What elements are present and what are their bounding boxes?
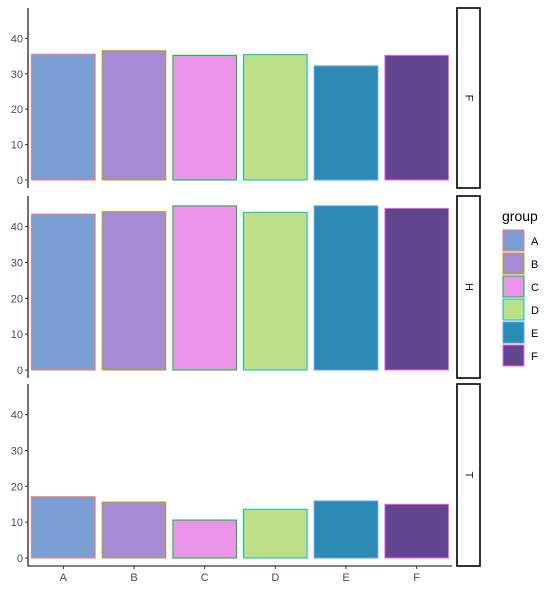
facet-strip-box [456,195,481,379]
facet-strip-box [456,383,481,567]
legend-key-b [502,252,525,275]
facet-strip-label: H [463,283,475,291]
bar-f-c [172,54,237,181]
bar-f-d [243,54,308,181]
legend-key-e [502,321,525,344]
y-tick-label: 10 [11,329,23,341]
bar-f-e [313,65,379,181]
facet-panel-t: 0 10 20 30 40 T [11,383,481,567]
legend-key-c [502,275,525,298]
bar-t-a [31,496,96,559]
legend-label-c: C [531,282,539,294]
bar-t-c [172,519,237,559]
legend-label-e: E [531,328,538,340]
bar-t-e [313,500,379,559]
bar-h-f [384,207,449,371]
y-tick-label: 10 [11,140,23,152]
legend-label-d: D [531,305,539,317]
legend-key-d [502,298,525,321]
y-tick-label: 30 [11,69,23,81]
facet-strip-box [456,7,481,189]
x-tick-label: B [130,572,137,584]
bar-h-d [243,211,308,371]
bar-f-f [384,54,449,181]
legend-title: group [502,208,538,224]
y-tick-label: 0 [17,175,23,187]
bar-t-d [243,508,308,559]
y-tick-label: 40 [11,33,23,45]
bar-h-a [31,213,96,371]
legend-key-f [502,344,525,367]
x-tick-label: A [60,572,68,584]
facet-panel-f: 0 10 20 30 40 F [11,7,481,189]
facet-strip-label: T [463,472,475,479]
facet-strip-label: F [463,95,475,102]
bar-f-b [101,50,167,181]
legend-key-a [502,229,525,252]
legend-label-a: A [531,236,539,248]
legend-label-f: F [531,351,538,363]
y-tick-label: 10 [11,517,23,529]
bar-h-b [101,211,167,371]
bar-h-c [172,205,237,371]
y-tick-label: 30 [11,446,23,458]
y-tick-label: 20 [11,481,23,493]
y-tick-label: 40 [11,222,23,234]
bar-t-f [384,503,449,559]
x-tick-label: F [413,572,420,584]
bar-f-a [31,53,96,181]
x-tick-label: E [342,572,349,584]
y-tick-label: 20 [11,293,23,305]
y-tick-label: 40 [11,410,23,422]
legend-label-b: B [531,259,538,271]
y-tick-label: 30 [11,258,23,270]
x-tick-label: D [271,572,279,584]
facet-panel-h: 0 10 20 30 40 H [11,195,481,379]
y-tick-label: 0 [17,553,23,565]
y-tick-label: 20 [11,104,23,116]
x-tick-label: C [201,572,209,584]
y-tick-label: 0 [17,365,23,377]
bar-h-e [313,205,379,371]
bar-t-b [101,501,167,559]
